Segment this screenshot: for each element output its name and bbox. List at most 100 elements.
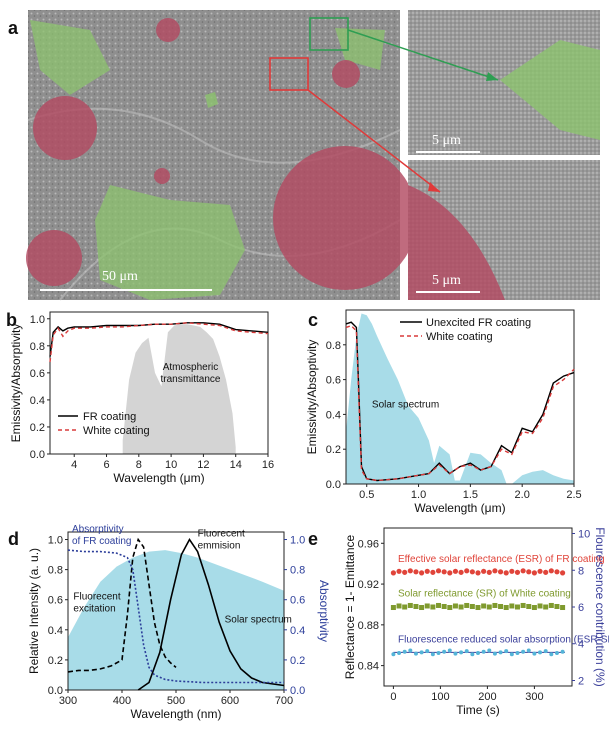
y2-tick-label: 8	[578, 565, 584, 577]
red-particle	[273, 146, 417, 290]
annotation-excitation: Fluorecent	[73, 592, 120, 603]
y2-axis-label: Absorptivity	[317, 580, 331, 642]
y-tick-label: 0.8	[30, 341, 45, 353]
y-tick-label: 0.0	[48, 685, 63, 697]
x-tick-label: 0	[390, 691, 396, 703]
data-point-sr-white	[419, 605, 425, 611]
zoom-arrow-red	[307, 89, 441, 193]
x-axis-label: Time (s)	[456, 703, 500, 717]
data-point-esr-sr	[413, 651, 418, 656]
zoom-arrow-green	[347, 29, 499, 81]
y-axis-label: Relative Intensity (a. u.)	[27, 548, 41, 674]
data-point-sr-white	[520, 602, 526, 608]
panel-label-e: e	[308, 529, 318, 549]
data-point-esr-fr	[413, 569, 419, 575]
y2-tick-label: 0.4	[290, 625, 305, 637]
annotation-solar-spectrum: Solar spectrum	[225, 614, 292, 625]
y2-tick-label: 6	[578, 602, 584, 614]
data-point-esr-fr	[486, 569, 492, 575]
data-point-sr-white	[492, 602, 498, 608]
data-point-sr-white	[413, 603, 419, 609]
data-point-esr-fr	[514, 569, 521, 575]
data-point-sr-white	[560, 605, 566, 611]
data-point-esr-fr	[537, 568, 543, 574]
y2-tick-label: 0.2	[290, 655, 305, 667]
data-point-esr-sr	[515, 650, 520, 655]
data-point-sr-white	[458, 604, 464, 610]
legend-label: Fluorescence reduced solar absorption (E…	[398, 634, 609, 645]
legend-label: FR coating	[83, 411, 136, 423]
data-point-sr-white	[447, 605, 453, 611]
annotation-emission: emmision	[198, 541, 241, 552]
x-tick-label: 1.5	[463, 489, 478, 501]
x-tick-label: 600	[221, 695, 239, 707]
green-particle	[30, 20, 110, 95]
y-tick-label: 0.6	[326, 375, 341, 387]
scale-label-inset-top: 5 μm	[432, 133, 461, 148]
data-point-esr-sr	[397, 650, 402, 655]
x-tick-label: 14	[230, 459, 242, 471]
y-axis-label: Emissivity/Absorptivity	[9, 324, 23, 443]
legend-label: Effective solar reflectance (ESR) of FR …	[398, 554, 605, 565]
chart-panel-e: e 0 100 200 300 0.84 0.88 0.92 0.96 Time (s) Refle…	[308, 527, 609, 717]
data-point-esr-sr	[526, 648, 531, 653]
solar-spectrum-area	[346, 313, 574, 484]
chart-panel-b: b 4 6 8 10 12 14 16 0.0 0.2 0.4 0.6 0.8 1.0 Wavelength…	[6, 310, 274, 485]
series-line-fluorecent-excitation	[67, 537, 177, 673]
data-point-esr-sr	[464, 649, 469, 654]
y2-tick-label: 1.0	[290, 535, 305, 547]
annotation-absorptivity: Absorptivity	[72, 524, 124, 535]
data-point-esr-sr	[504, 649, 509, 654]
data-point-esr-sr	[509, 652, 514, 657]
sem-inset-top: 5 μm	[408, 10, 600, 155]
red-particle-zoom	[408, 185, 505, 300]
data-point-esr-sr	[560, 649, 565, 654]
data-point-esr-fr	[548, 568, 554, 574]
x-tick-label: 300	[525, 691, 543, 703]
data-point-esr-sr	[408, 648, 413, 653]
y2-tick-label: 10	[578, 529, 590, 541]
x-tick-label: 2.0	[515, 489, 530, 501]
data-point-esr-sr	[487, 648, 492, 653]
data-point-sr-white	[430, 604, 436, 610]
data-point-esr-sr	[538, 650, 543, 655]
legend-label: Unexcited FR coating	[426, 317, 531, 329]
x-tick-label: 400	[113, 695, 131, 707]
sem-main-image: 50 μm	[26, 10, 417, 301]
plot-frame	[345, 309, 575, 485]
data-point-esr-sr	[447, 648, 452, 653]
data-point-esr-fr	[481, 568, 487, 574]
x-tick-label: 0.5	[359, 489, 374, 501]
y-tick-label: 0.2	[326, 444, 341, 456]
atmospheric-transmittance-area	[122, 324, 236, 454]
series-line-white-coating	[49, 322, 269, 363]
data-point-sr-white	[543, 604, 549, 610]
annotation-solar-spectrum: Solar spectrum	[372, 399, 439, 410]
red-particle	[33, 96, 97, 160]
plot-frame	[49, 311, 269, 455]
y-tick-label: 0.4	[326, 409, 341, 421]
x-axis-label: Wavelength (nm)	[131, 707, 222, 721]
green-particle-zoom	[500, 40, 600, 140]
x-tick-label: 10	[165, 459, 177, 471]
data-point-esr-sr	[498, 650, 503, 655]
scale-label-main: 50 μm	[102, 269, 138, 284]
data-point-esr-fr	[435, 568, 442, 574]
data-point-esr-fr	[497, 569, 504, 575]
data-point-esr-sr	[453, 651, 458, 656]
data-point-esr-sr	[470, 652, 475, 657]
data-point-esr-sr	[481, 649, 486, 654]
chart-panel-c: c 0.5 1.0 1.5 2.0 2.5 0.0 0.2 0.4 0.6 0.8 Wavelengt…	[305, 309, 582, 515]
y-tick-label: 0.8	[326, 340, 341, 352]
data-point-esr-fr	[402, 569, 408, 575]
data-point-sr-white	[424, 603, 430, 609]
y-tick-label: 0.4	[30, 395, 45, 407]
y2-tick-label: 2	[578, 675, 584, 687]
data-point-sr-white	[537, 603, 543, 609]
y-tick-label: 0.2	[30, 422, 45, 434]
data-point-esr-sr	[425, 649, 430, 654]
data-point-esr-sr	[459, 650, 464, 655]
sem-inset-bottom: 5 μm	[408, 160, 600, 300]
data-point-esr-sr	[402, 649, 407, 654]
